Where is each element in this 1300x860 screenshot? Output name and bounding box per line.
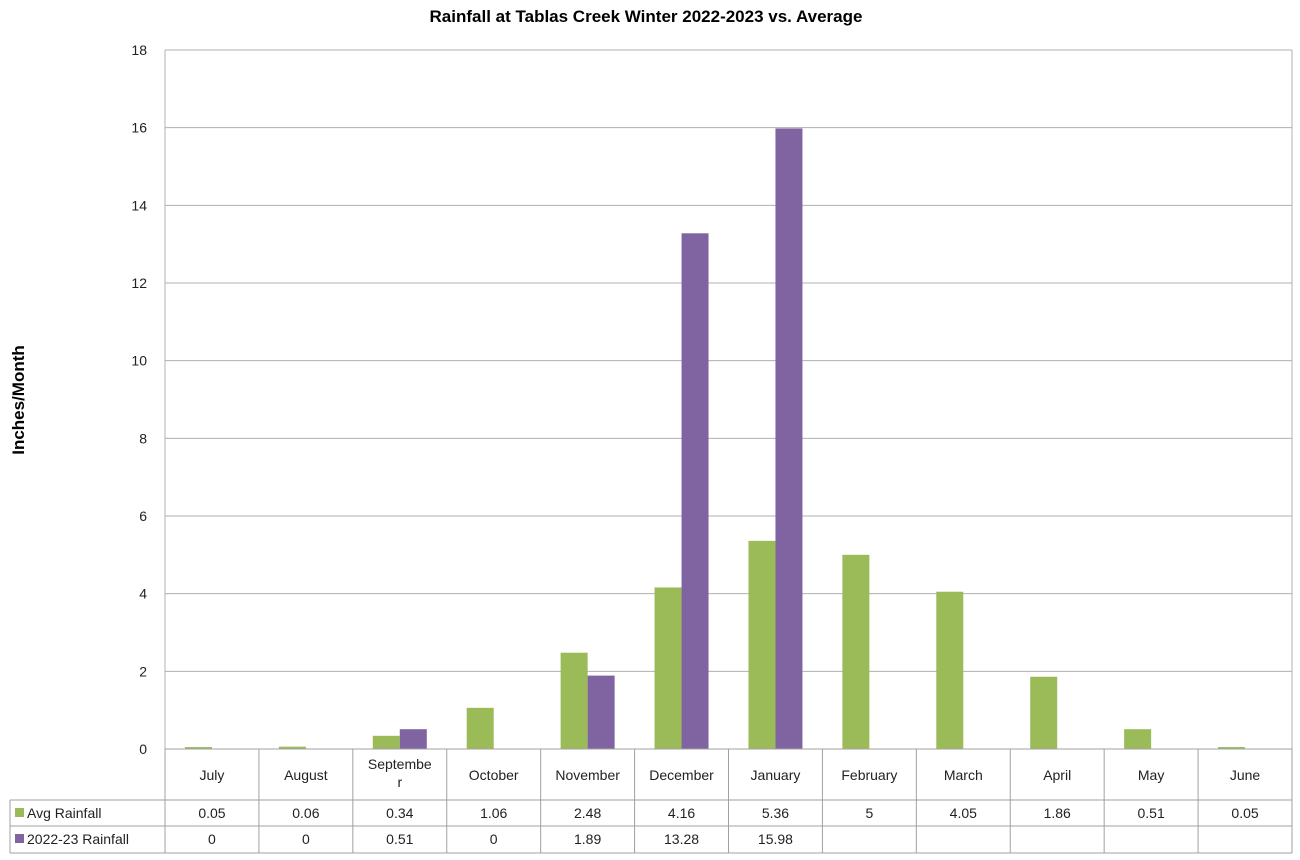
y-tick-label: 18 bbox=[131, 42, 147, 58]
data-table-value: 2.48 bbox=[574, 805, 601, 821]
y-tick-label: 16 bbox=[131, 120, 147, 136]
data-table-value: 0.05 bbox=[1231, 805, 1258, 821]
y-tick-label: 2 bbox=[139, 663, 147, 679]
bar-avg-rainfall bbox=[748, 540, 776, 749]
bar-avg-rainfall bbox=[184, 747, 212, 749]
bar-2022-23-rainfall bbox=[775, 128, 803, 749]
bar-avg-rainfall bbox=[466, 707, 494, 749]
x-category-label: February bbox=[841, 767, 897, 783]
bar-2022-23-rainfall bbox=[587, 675, 615, 749]
data-table-value: 0.06 bbox=[292, 805, 319, 821]
data-table-value: 0.34 bbox=[386, 805, 413, 821]
x-category-label: June bbox=[1230, 767, 1261, 783]
data-table-value: 0.05 bbox=[198, 805, 225, 821]
data-table-value: 15.98 bbox=[758, 831, 793, 847]
y-tick-label: 8 bbox=[139, 430, 147, 446]
data-table-value: 5 bbox=[865, 805, 873, 821]
chart-title: Rainfall at Tablas Creek Winter 2022-202… bbox=[430, 7, 863, 26]
data-table-value: 0.51 bbox=[1138, 805, 1165, 821]
x-category-label: October bbox=[469, 767, 519, 783]
y-tick-label: 4 bbox=[139, 586, 147, 602]
x-category-label: January bbox=[751, 767, 801, 783]
bar-avg-rainfall bbox=[1218, 747, 1246, 749]
bar-avg-rainfall bbox=[560, 652, 588, 749]
data-table-value: 13.28 bbox=[664, 831, 699, 847]
legend-label: 2022-23 Rainfall bbox=[27, 831, 129, 847]
bar-avg-rainfall bbox=[278, 746, 306, 749]
y-tick-label: 6 bbox=[139, 508, 147, 524]
y-tick-label: 0 bbox=[139, 741, 147, 757]
y-axis-label: Inches/Month bbox=[9, 345, 28, 455]
data-table-value: 0 bbox=[208, 831, 216, 847]
data-table-value: 0 bbox=[302, 831, 310, 847]
data-table-value: 1.86 bbox=[1044, 805, 1071, 821]
x-category-label: April bbox=[1043, 767, 1071, 783]
x-category-label: July bbox=[200, 767, 225, 783]
bar-avg-rainfall bbox=[654, 587, 682, 749]
data-table-value: 1.06 bbox=[480, 805, 507, 821]
data-table-value: 1.89 bbox=[574, 831, 601, 847]
x-category-label: May bbox=[1138, 767, 1164, 783]
data-table-value: 0.51 bbox=[386, 831, 413, 847]
bar-avg-rainfall bbox=[372, 735, 400, 749]
bar-2022-23-rainfall bbox=[399, 729, 427, 749]
bar-avg-rainfall bbox=[842, 554, 870, 749]
data-table-value: 5.36 bbox=[762, 805, 789, 821]
bar-avg-rainfall bbox=[1124, 729, 1152, 749]
bar-2022-23-rainfall bbox=[681, 233, 709, 749]
bar-avg-rainfall bbox=[936, 591, 964, 749]
y-tick-label: 14 bbox=[131, 197, 147, 213]
legend-label: Avg Rainfall bbox=[27, 805, 101, 821]
y-tick-label: 10 bbox=[131, 353, 147, 369]
data-table-value: 0 bbox=[490, 831, 498, 847]
x-category-label: March bbox=[944, 767, 983, 783]
x-category-label: August bbox=[284, 767, 328, 783]
y-tick-label: 12 bbox=[131, 275, 147, 291]
x-category-label: Septembe r bbox=[368, 756, 432, 790]
data-table-value: 4.16 bbox=[668, 805, 695, 821]
bar-avg-rainfall bbox=[1030, 676, 1058, 749]
x-category-label: December bbox=[649, 767, 714, 783]
legend-swatch bbox=[15, 808, 24, 817]
data-table-value: 4.05 bbox=[950, 805, 977, 821]
legend-swatch bbox=[15, 834, 24, 843]
x-category-label: November bbox=[555, 767, 620, 783]
